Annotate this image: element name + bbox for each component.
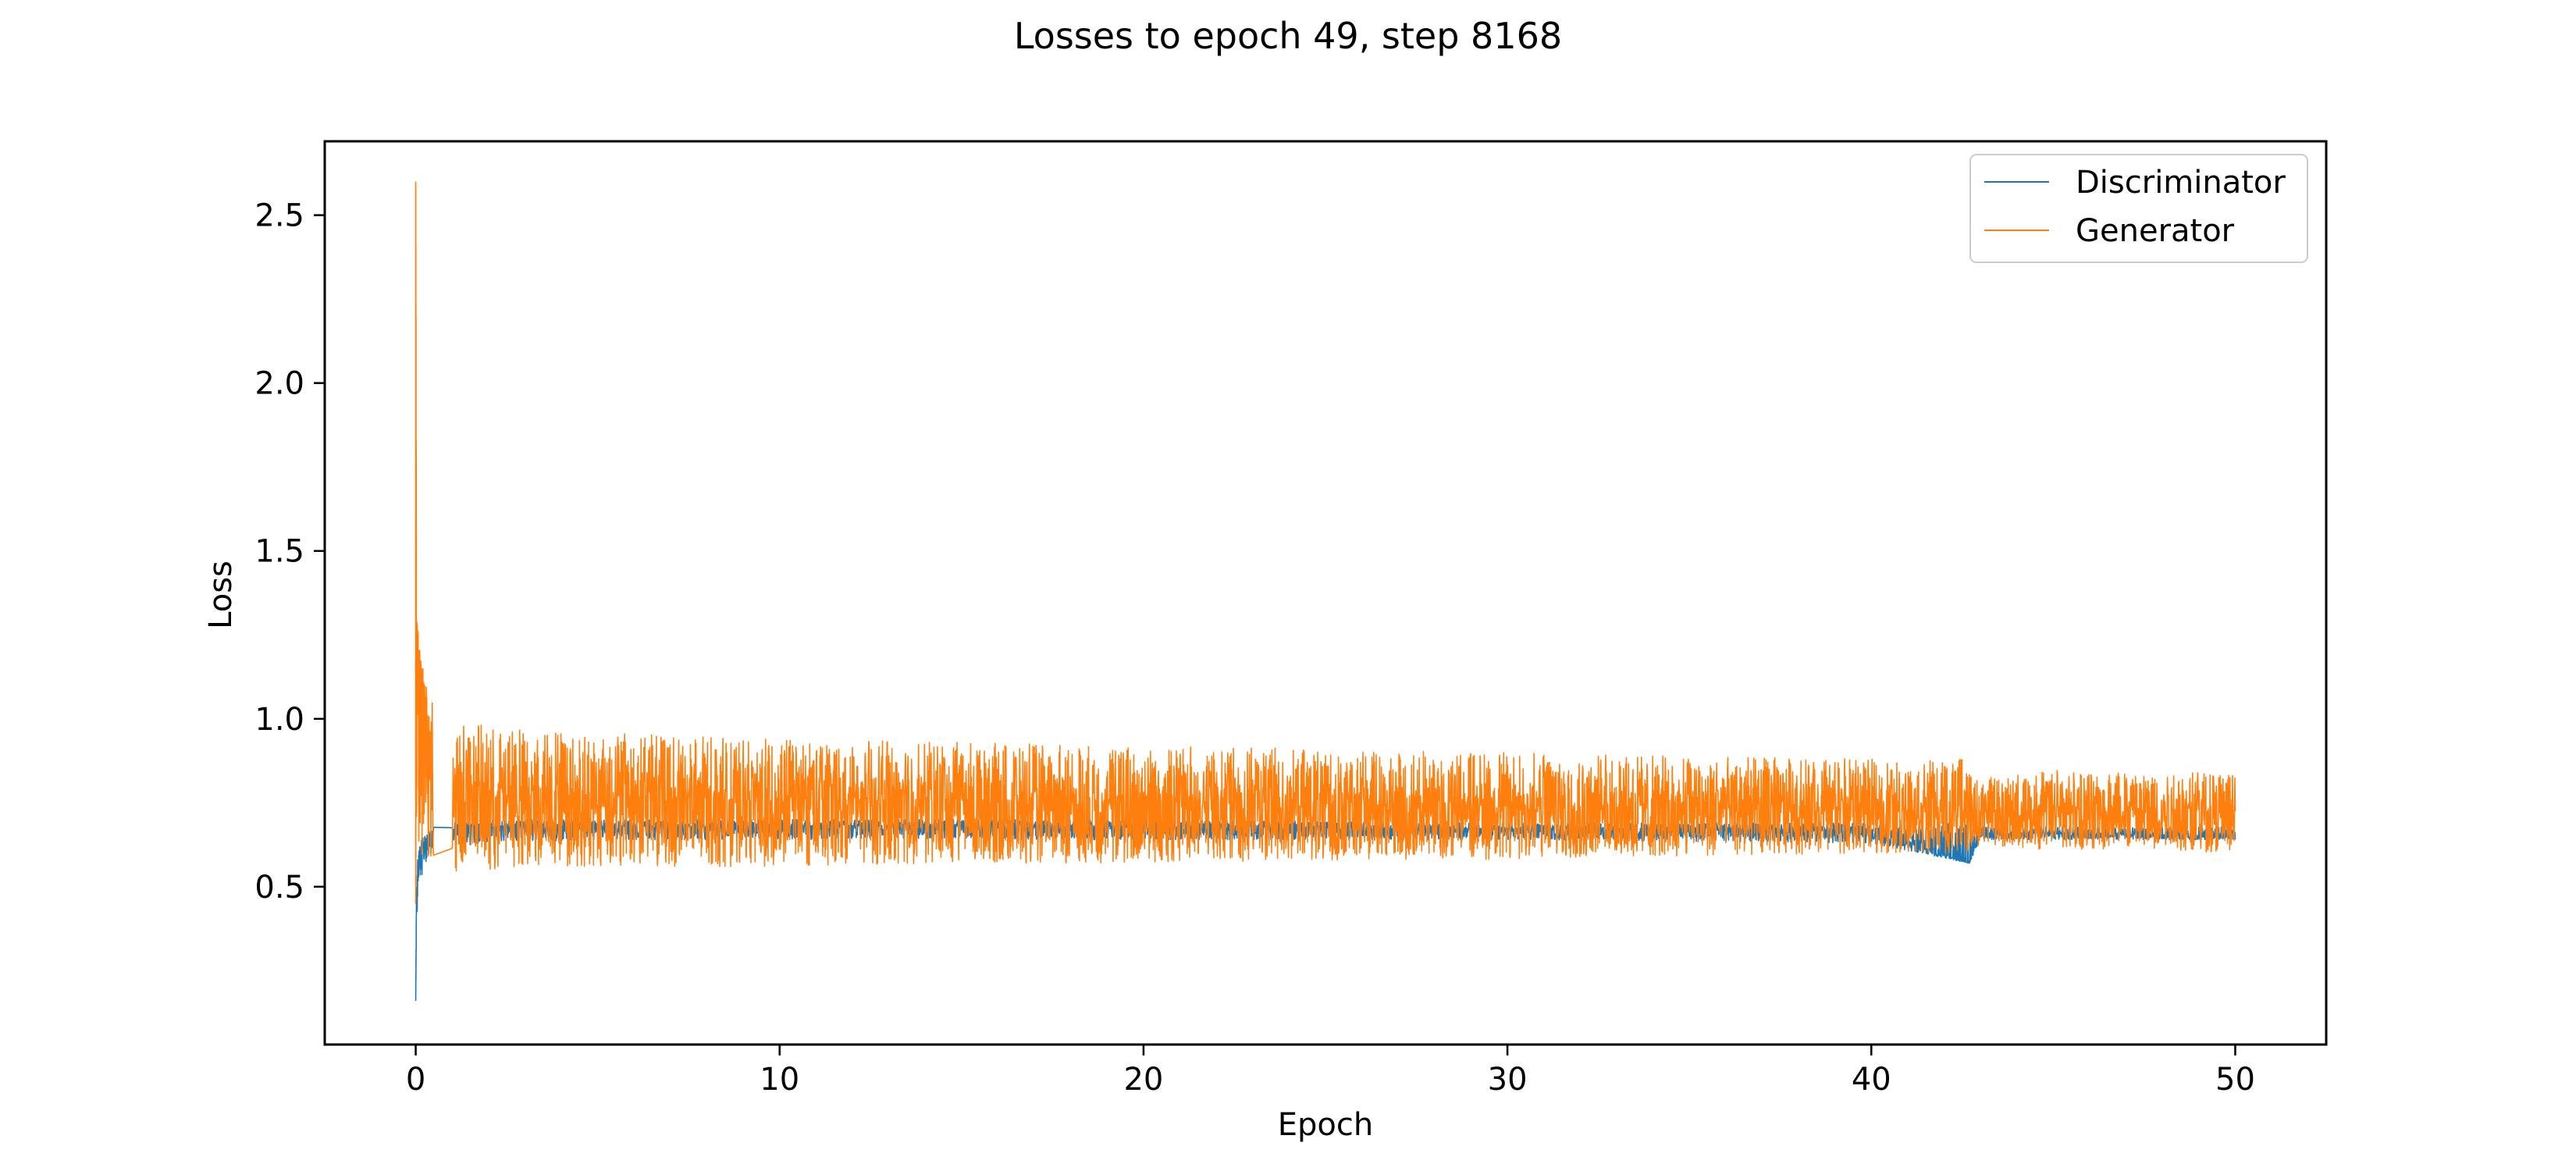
legend-discriminator-label: Discriminator xyxy=(2076,165,2286,201)
x-tick-label: 10 xyxy=(760,1062,799,1098)
x-tick-label: 50 xyxy=(2215,1062,2255,1098)
x-tick-label: 20 xyxy=(1123,1062,1163,1098)
y-axis-ticks: 0.5 1.0 1.5 2.0 2.5 xyxy=(254,198,325,906)
series-line-discriminator xyxy=(415,819,2236,1002)
series-line-generator xyxy=(415,181,2236,905)
y-tick-label: 2.0 xyxy=(254,366,304,402)
x-axis-ticks: 0 10 20 30 40 50 xyxy=(406,1045,2255,1098)
series-layer xyxy=(415,181,2236,1002)
x-axis-label: Epoch xyxy=(1278,1107,1373,1143)
x-tick-label: 40 xyxy=(1852,1062,1891,1098)
y-axis-label: Loss xyxy=(203,561,239,629)
plot-frame xyxy=(323,140,2328,1046)
legend-box xyxy=(1969,154,2308,263)
y-tick-label: 1.5 xyxy=(254,534,304,570)
legend-generator-label: Generator xyxy=(2076,213,2235,249)
y-tick-label: 2.5 xyxy=(254,198,304,234)
plot-area xyxy=(323,140,2328,1046)
chart-title: Losses to epoch 49, step 8168 xyxy=(1014,15,1562,57)
x-tick-label: 30 xyxy=(1488,1062,1528,1098)
x-tick-label: 0 xyxy=(406,1062,425,1098)
y-tick-label: 0.5 xyxy=(254,870,304,906)
legend: Discriminator Generator xyxy=(1969,154,2308,263)
y-tick-label: 1.0 xyxy=(254,702,304,738)
